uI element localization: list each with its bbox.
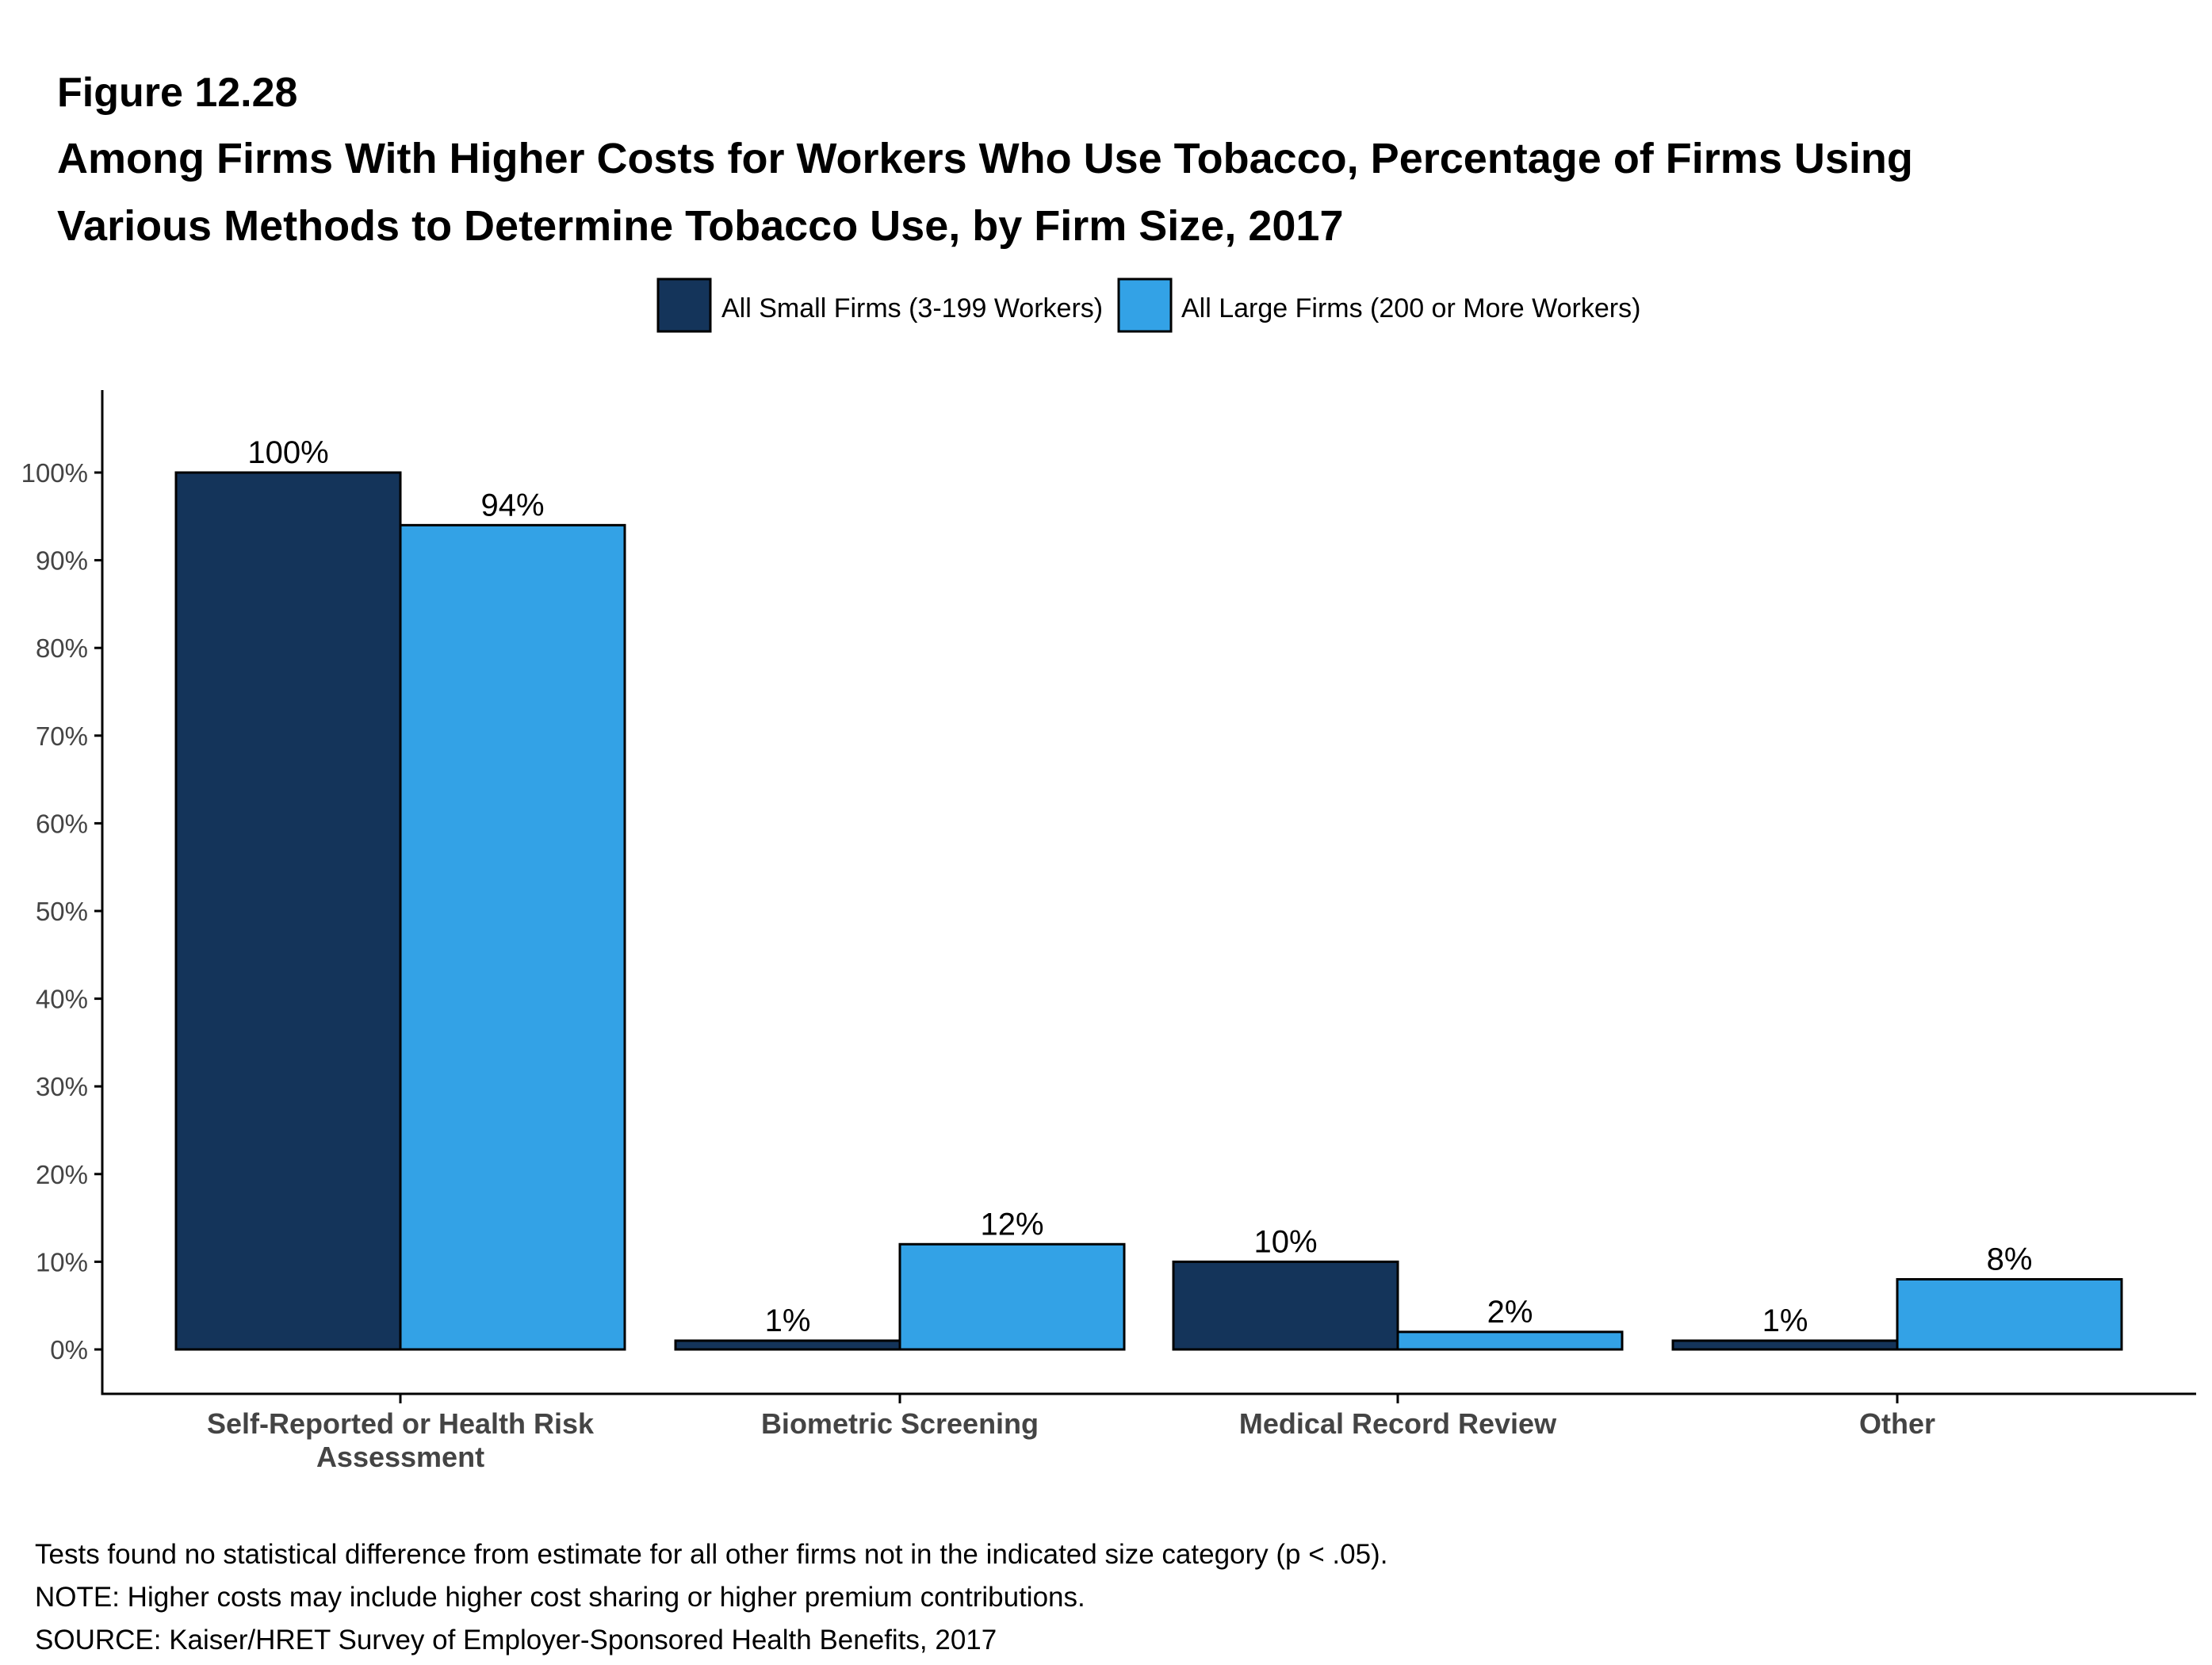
- y-tick-label-60: 60%: [36, 809, 88, 838]
- bar-small-2: [1172, 1260, 1399, 1351]
- legend-label-large-firms: All Large Firms (200 or More Workers): [1181, 293, 1640, 323]
- bar-large-3: [1896, 1278, 2123, 1351]
- bar-large-0: [399, 523, 626, 1351]
- bar-small-0: [174, 471, 402, 1351]
- bar-large-2: [1396, 1330, 1624, 1351]
- note-significance: Tests found no statistical difference fr…: [35, 1539, 1387, 1570]
- category-label-2-line-1: Medical Record Review: [1239, 1407, 1557, 1440]
- plot-area: 0% 10% 20% 30% 40% 50% 60% 70% 80% 90% 100% 100% 94%…: [21, 390, 2196, 1473]
- chart-title-line-2: Various Methods to Determine Tobacco Use…: [57, 202, 1343, 250]
- data-label-large-3: 8%: [1987, 1242, 2033, 1277]
- legend-swatch-large-firms: [1117, 278, 1173, 333]
- y-tick-label-70: 70%: [36, 722, 88, 751]
- data-label-large-2: 2%: [1487, 1295, 1533, 1330]
- y-tick-label-90: 90%: [36, 546, 88, 576]
- category-label-3-line-1: Other: [1859, 1407, 1935, 1440]
- legend: All Small Firms (3-199 Workers) All Larg…: [656, 278, 1640, 333]
- note-source: SOURCE: Kaiser/HRET Survey of Employer-S…: [35, 1625, 997, 1655]
- figure-number: Figure 12.28: [57, 70, 297, 116]
- bar-small-3: [1671, 1339, 1899, 1351]
- legend-label-small-firms: All Small Firms (3-199 Workers): [721, 293, 1103, 323]
- y-tick-label-20: 20%: [36, 1160, 88, 1189]
- data-label-large-1: 12%: [980, 1207, 1043, 1242]
- y-tick-label-50: 50%: [36, 897, 88, 926]
- data-label-small-0: 100%: [247, 435, 328, 470]
- y-tick-label-80: 80%: [36, 633, 88, 663]
- y-tick-label-40: 40%: [36, 985, 88, 1014]
- chart-title-line-1: Among Firms With Higher Costs for Worker…: [57, 135, 1913, 182]
- data-label-small-1: 1%: [765, 1303, 811, 1338]
- y-tick-label-0: 0%: [50, 1335, 88, 1365]
- category-label-1-line-1: Biometric Screening: [761, 1407, 1039, 1440]
- data-label-large-0: 94%: [480, 488, 544, 522]
- bar-large-1: [898, 1242, 1126, 1351]
- y-tick-label-30: 30%: [36, 1072, 88, 1101]
- bar-small-1: [674, 1339, 901, 1351]
- category-label-0-line-2: Assessment: [316, 1441, 484, 1473]
- y-tick-label-10: 10%: [36, 1247, 88, 1276]
- category-label-0-line-1: Self-Reported or Health Risk: [207, 1407, 595, 1440]
- y-tick-label-100: 100%: [21, 458, 88, 488]
- data-label-small-3: 1%: [1762, 1303, 1808, 1338]
- data-label-small-2: 10%: [1253, 1224, 1317, 1259]
- legend-swatch-small-firms: [656, 278, 712, 333]
- note-higher-costs: NOTE: Higher costs may include higher co…: [35, 1582, 1085, 1613]
